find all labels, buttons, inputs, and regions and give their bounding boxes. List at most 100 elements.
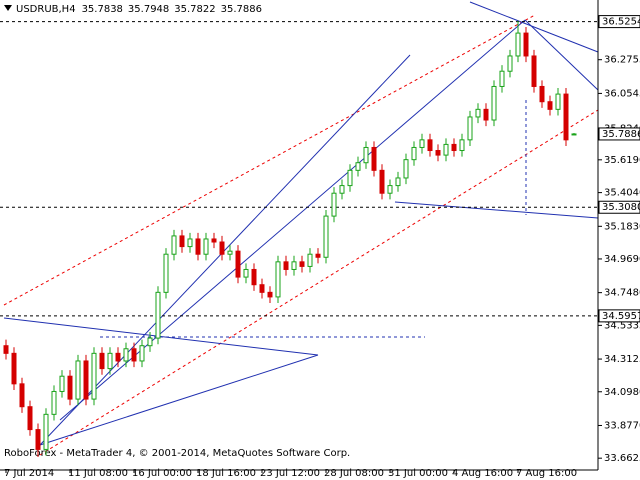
candle-body xyxy=(115,352,121,362)
candle-body xyxy=(395,177,401,187)
x-tick-label: 18 Jul 16:00 xyxy=(196,468,256,479)
x-tick-label: 7 Aug 16:00 xyxy=(516,468,577,479)
candle-body xyxy=(155,291,161,339)
candle-body xyxy=(171,235,177,255)
y-tick-label: 33.8770 xyxy=(604,420,640,431)
candle-body xyxy=(99,352,105,370)
candle-body xyxy=(571,133,577,136)
candle-body xyxy=(555,93,561,110)
candle-body xyxy=(387,185,393,194)
candle-body xyxy=(11,352,17,385)
header-value: 35.7822 xyxy=(174,4,215,15)
candle-body xyxy=(355,162,361,171)
candle-body xyxy=(475,108,481,118)
candle-body xyxy=(235,250,241,278)
level-label: 34.5957 xyxy=(602,311,640,322)
trend-line xyxy=(469,1,599,53)
y-tick-label: 34.9690 xyxy=(604,254,640,265)
candle-body xyxy=(299,261,305,267)
x-tick-label: 16 Jul 00:00 xyxy=(132,468,192,479)
candle-body xyxy=(27,406,33,431)
candle-body xyxy=(499,70,505,87)
x-tick-label: 4 Aug 16:00 xyxy=(452,468,513,479)
candle-body xyxy=(251,268,257,286)
candle-body xyxy=(379,169,385,194)
candle-body xyxy=(363,146,369,164)
trend-line xyxy=(394,201,599,219)
y-tick-label: 34.7480 xyxy=(604,288,640,299)
candle-body xyxy=(283,261,289,270)
candle-body xyxy=(59,375,65,392)
candle-body xyxy=(451,143,457,152)
channel-line xyxy=(39,109,599,456)
candle-body xyxy=(347,169,353,187)
x-tick-label: 23 Jul 12:00 xyxy=(260,468,320,479)
candle-body xyxy=(331,192,337,217)
footer: RoboForex - MetaTrader 4, © 2001-2014, M… xyxy=(4,448,350,459)
x-tick-label: 28 Jul 08:00 xyxy=(324,468,384,479)
candle-body xyxy=(43,413,49,450)
candle-body xyxy=(483,108,489,121)
header-value: 35.7886 xyxy=(221,4,262,15)
candle-body xyxy=(531,55,537,87)
y-tick-label: 33.6625 xyxy=(604,453,640,464)
candle-body xyxy=(219,241,225,255)
candle-body xyxy=(195,238,201,255)
candle-body xyxy=(427,139,433,152)
candle-body xyxy=(419,139,425,148)
candle-body xyxy=(307,253,313,267)
trend-line xyxy=(524,19,599,91)
level-label: 35.3080 xyxy=(602,202,640,213)
candle-body xyxy=(547,101,553,110)
candle-body xyxy=(187,238,193,248)
candle-body xyxy=(539,85,545,103)
candle-body xyxy=(339,185,345,194)
candle-body xyxy=(403,159,409,179)
trend-line xyxy=(39,54,411,446)
current-price-label: 35.7886 xyxy=(602,129,640,140)
candle-body xyxy=(3,345,9,354)
candle-body xyxy=(467,116,473,141)
candle-body xyxy=(75,360,81,400)
candle-body xyxy=(131,348,137,362)
y-tick-label: 34.0980 xyxy=(604,387,640,398)
candle-body xyxy=(411,146,417,161)
candle-body xyxy=(51,390,57,415)
candle-body xyxy=(83,360,89,400)
trend-line xyxy=(59,19,526,421)
candle-body xyxy=(459,139,465,152)
candle-body xyxy=(275,261,281,298)
y-tick-label: 34.3125 xyxy=(604,354,640,365)
header-value: 35.7838 xyxy=(82,4,123,15)
candle-body xyxy=(203,238,209,255)
candle-body xyxy=(291,261,297,270)
y-tick-label: 34.5335 xyxy=(604,320,640,331)
y-tick-label: 35.1830 xyxy=(604,221,640,232)
candle-body xyxy=(147,337,153,347)
analysis-drawings xyxy=(3,1,599,456)
candle-body xyxy=(371,146,377,171)
y-tick-label: 35.6190 xyxy=(604,155,640,166)
x-tick-label: 31 Jul 00:00 xyxy=(388,468,448,479)
candle-body xyxy=(315,253,321,258)
x-tick-label: 7 Jul 2014 xyxy=(4,468,54,479)
level-label: 36.5254 xyxy=(602,17,640,28)
candle-body xyxy=(179,235,185,248)
current-price-box xyxy=(598,127,640,141)
header-value: 35.7948 xyxy=(128,4,169,15)
candle-body xyxy=(323,215,329,258)
candle-body xyxy=(491,85,497,121)
candle-body xyxy=(443,143,449,156)
trend-line xyxy=(39,354,319,446)
candle-body xyxy=(123,348,129,362)
candle-body xyxy=(435,150,441,156)
candle-body xyxy=(515,32,521,57)
symbol-menu-icon[interactable] xyxy=(4,5,12,11)
candle-body xyxy=(227,250,233,255)
candle-body xyxy=(19,383,25,408)
x-tick-label: 11 Jul 08:00 xyxy=(68,468,128,479)
y-tick-label: 36.0545 xyxy=(604,88,640,99)
level-box xyxy=(598,309,640,323)
